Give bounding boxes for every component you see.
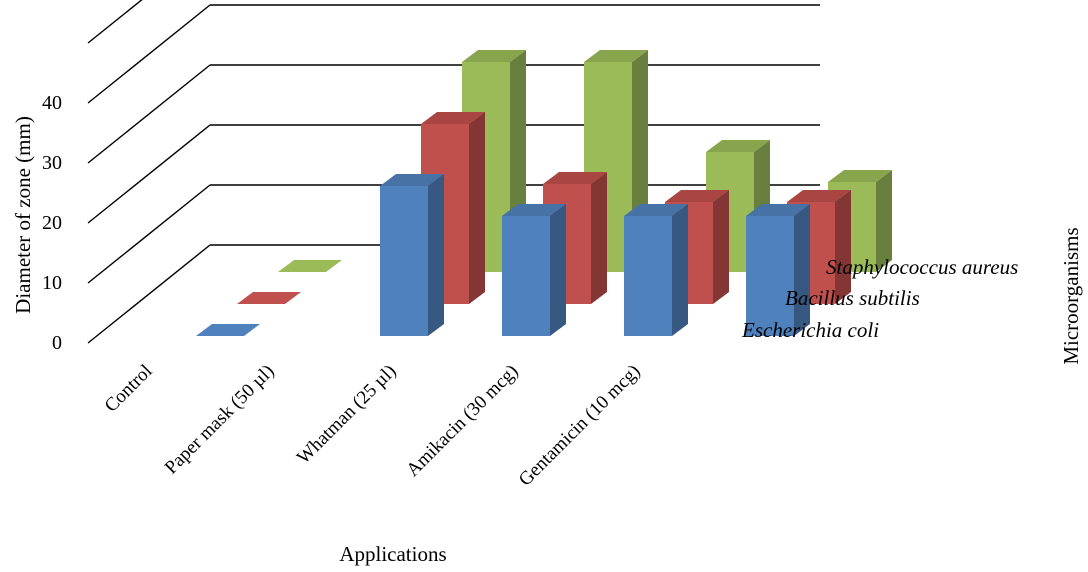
- bar-top: [706, 140, 770, 152]
- bar-top: [462, 50, 526, 62]
- category-labels: Control Paper mask (50 µl) Whatman (25 µl)…: [101, 361, 645, 491]
- bars: [196, 50, 892, 336]
- bar-side: [835, 190, 851, 304]
- bar: [237, 292, 301, 304]
- bar-top: [584, 50, 648, 62]
- bar-top: [828, 170, 892, 182]
- bar-side: [713, 190, 729, 304]
- series-label: Escherichia coli: [741, 318, 879, 342]
- gridline-side: [87, 0, 143, 44]
- bar-top: [543, 172, 607, 184]
- bar-front: [380, 186, 428, 336]
- bar: [746, 204, 810, 336]
- bar-top: [624, 204, 688, 216]
- y-tick-label: 10: [42, 272, 62, 294]
- category-label: Amikacin (30 mcg): [402, 361, 522, 481]
- bar-front: [502, 216, 550, 336]
- gridline-side: [87, 124, 211, 224]
- series-label: Staphylococcus aureus: [826, 255, 1018, 279]
- gridline-side: [87, 244, 211, 344]
- bar-top: [380, 174, 444, 186]
- y-axis-title: Diameter of zone (mm): [11, 116, 35, 314]
- series-labels: Escherichia coli Bacillus subtilis Staphyl…: [741, 255, 1018, 342]
- depth-axis-title: Microorganisms: [1059, 227, 1083, 364]
- bar: [624, 204, 688, 336]
- bar-side: [550, 204, 566, 336]
- bar-side: [672, 204, 688, 336]
- bar: [196, 324, 260, 336]
- bar-side: [794, 204, 810, 336]
- bar-side: [469, 112, 485, 304]
- y-tick-label: 30: [42, 152, 62, 174]
- category-label: Whatman (25 µl): [293, 361, 401, 469]
- bar-top: [421, 112, 485, 124]
- gridline-side: [87, 4, 211, 104]
- category-label: Gentamicin (10 mcg): [515, 361, 645, 491]
- bar-top: [665, 190, 729, 202]
- bar-side: [591, 172, 607, 304]
- bar-side: [428, 174, 444, 336]
- series-label: Bacillus subtilis: [785, 286, 920, 310]
- bar: [278, 260, 342, 272]
- y-tick-labels: 0 10 20 30 40: [42, 92, 62, 354]
- bar-zero-marker: [237, 292, 301, 304]
- gridline-side: [87, 64, 211, 164]
- category-label: Paper mask (50 µl): [161, 361, 279, 479]
- y-tick-label: 20: [42, 212, 62, 234]
- y-tick-label: 40: [42, 92, 62, 114]
- bar-front: [746, 216, 794, 336]
- bar-side: [876, 170, 892, 272]
- y-tick-label: 0: [52, 332, 62, 354]
- gridline-side: [87, 184, 211, 284]
- bar-zero-marker: [278, 260, 342, 272]
- bar-top: [787, 190, 851, 202]
- x-axis-title: Applications: [339, 542, 446, 566]
- bar-top: [502, 204, 566, 216]
- bar: [502, 204, 566, 336]
- bar-zero-marker: [196, 324, 260, 336]
- category-label: Control: [101, 361, 157, 417]
- bar-top: [746, 204, 810, 216]
- bar: [380, 174, 444, 336]
- bar-front: [624, 216, 672, 336]
